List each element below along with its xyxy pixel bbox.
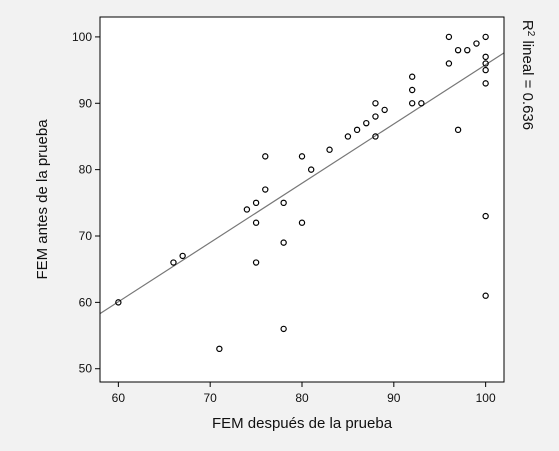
data-point: [454, 126, 462, 134]
data-point: [464, 46, 471, 54]
y-axis-title: FEM antes de la prueba: [34, 119, 51, 280]
data-point: [381, 106, 388, 114]
data-point: [408, 86, 416, 94]
x-tick-label: 60: [112, 391, 126, 405]
y-tick-label: 80: [79, 163, 93, 177]
data-point: [473, 40, 480, 47]
data-point: [482, 212, 489, 220]
x-axis: 60 70 80 90 100: [112, 382, 496, 405]
x-tick-label: 90: [387, 391, 401, 405]
data-point: [243, 206, 251, 213]
data-point: [353, 126, 361, 134]
r-squared-label: R2 lineal = 0.636: [519, 20, 537, 130]
data-point: [372, 133, 379, 140]
data-point: [326, 146, 333, 153]
data-point: [262, 153, 269, 160]
data-point: [408, 73, 416, 80]
y-tick-label: 50: [79, 362, 93, 376]
data-point: [372, 100, 379, 107]
data-point: [482, 292, 489, 299]
data-points: [115, 33, 489, 353]
y-axis: 50 60 70 80 90 100: [72, 30, 100, 376]
data-point: [445, 33, 453, 41]
data-point: [252, 259, 260, 266]
data-point: [280, 325, 287, 333]
data-point: [298, 153, 306, 160]
y-tick-label: 100: [72, 30, 92, 44]
data-point: [482, 66, 489, 74]
data-point: [408, 100, 416, 107]
fit-line-layer: [99, 52, 505, 315]
data-point: [252, 219, 260, 226]
data-point: [307, 166, 315, 173]
data-point: [482, 53, 489, 61]
data-point: [252, 199, 260, 207]
data-point: [482, 33, 489, 41]
data-point: [216, 345, 223, 353]
data-point: [418, 100, 425, 107]
data-point: [363, 119, 370, 127]
data-point: [454, 46, 462, 54]
data-point: [482, 60, 489, 67]
data-point: [344, 133, 352, 140]
data-point: [445, 60, 453, 67]
data-point: [298, 219, 306, 226]
x-tick-label: 80: [295, 391, 309, 405]
plot-area: [100, 17, 504, 382]
r2-label-rest: lineal = 0.636: [519, 36, 536, 130]
r2-label-main: R: [519, 20, 536, 31]
data-point: [170, 259, 177, 266]
data-point: [280, 239, 287, 246]
r2-label-superscript: 2: [526, 31, 537, 37]
data-point: [372, 113, 379, 120]
y-tick-label: 70: [79, 229, 93, 243]
data-point: [179, 252, 186, 260]
y-tick-label: 90: [79, 96, 93, 110]
x-axis-title: FEM después de la prueba: [212, 415, 393, 432]
data-point: [262, 186, 269, 193]
data-point: [115, 299, 122, 306]
regression-line: [99, 52, 505, 315]
x-tick-label: 100: [476, 391, 496, 405]
data-point: [482, 80, 489, 87]
data-point: [280, 199, 287, 207]
x-tick-label: 70: [204, 391, 218, 405]
y-tick-label: 60: [79, 295, 93, 309]
